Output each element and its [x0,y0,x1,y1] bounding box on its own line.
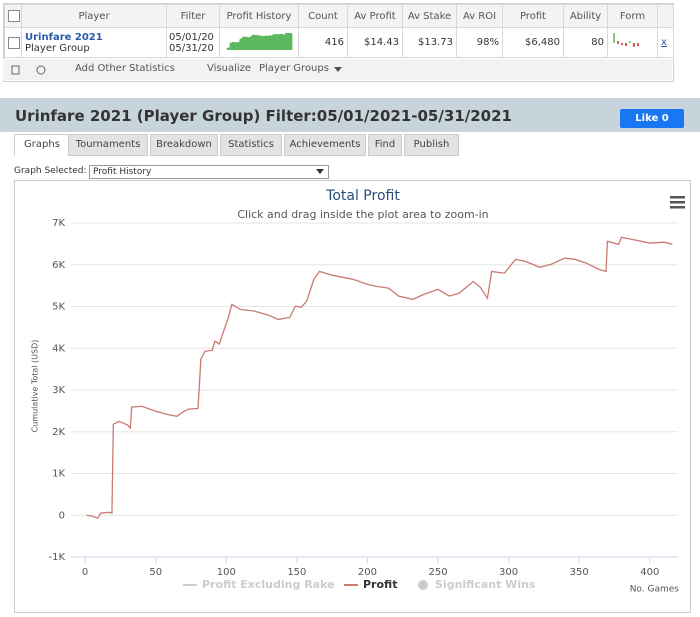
stats-table: Player Filter Profit History Count Av Pr… [4,4,674,58]
y-tick-label: 2K [52,427,65,438]
select-arrow [316,169,324,174]
form-sparkline [613,33,639,47]
y-axis-label: Cumulative Total (USD) [31,340,40,433]
row-select[interactable] [4,27,22,58]
header[interactable]: Av Profit [347,4,403,28]
chart-subtitle: Click and drag inside the plot area to z… [237,208,488,221]
visualize[interactable]: Visualize [207,63,252,74]
player-type: Player Group [25,42,90,54]
y-tick-label: 7K [52,218,65,229]
filter-to: 05/31/20 [169,42,214,54]
count: 416 [298,27,348,58]
header[interactable]: Ability [563,4,608,28]
x-tick-label: 350 [570,567,589,578]
tab[interactable]: Statistics [220,134,282,156]
x-tick-label: 400 [640,567,659,578]
profit-sparkline [226,32,293,50]
profit-line [86,236,673,519]
ability: 80 [563,27,608,58]
av-profit: $14.43 [347,27,403,58]
menu-icon[interactable] [670,196,685,209]
select-all[interactable] [4,4,22,28]
x-tick-label: 300 [499,567,518,578]
header[interactable]: Profit [502,4,564,28]
header[interactable]: Av ROI [456,4,503,28]
player-link[interactable]: Urinfare 2021 [25,31,103,43]
y-tick-label: 4K [52,343,65,354]
remove-row[interactable]: x [657,27,674,58]
like-button[interactable]: Like 0 [620,109,684,128]
header[interactable]: Av Stake [402,4,457,28]
y-tick-label: 3K [52,385,65,396]
dropdown-arrow [334,67,342,72]
x-tick-label: 0 [82,567,88,578]
header[interactable]: Form [607,4,658,28]
page-header: Urinfare 2021 (Player Group) Filter:05/0… [0,98,700,132]
graph-selected-label: Graph Selected: [14,166,87,176]
header[interactable]: Filter [166,4,220,28]
legend-symbol [418,580,428,590]
sparkline-area [226,32,293,50]
header[interactable]: Count [298,4,348,28]
x-tick-label: 50 [149,567,162,578]
x-tick-label: 200 [358,567,377,578]
tab[interactable]: Achievements [284,134,366,156]
x-tick-label: 150 [287,567,306,578]
tab[interactable]: Find [368,134,402,156]
tab[interactable]: Tournaments [68,134,148,156]
filter-from: 05/01/20 [169,31,214,43]
x-axis-label: No. Games [630,585,680,595]
legend-item[interactable]: Profit [363,578,397,591]
y-tick-label: 0 [59,510,65,521]
page-title: Urinfare 2021 (Player Group) Filter:05/0… [15,107,512,125]
toolbar-icons [11,65,46,75]
stats-table-panel: Player Filter Profit History Count Av Pr… [3,3,674,82]
toolbar: Add Other Statistics Visualize Player Gr… [3,59,672,80]
chart-box: Total Profit Click and drag inside the p… [14,180,691,613]
tab[interactable]: Publish [404,134,459,156]
y-tick-label: -1K [48,552,65,563]
player-groups[interactable]: Player Groups [259,63,329,74]
legend-item[interactable]: Significant Wins [435,578,536,591]
graph-select[interactable]: Profit History [89,165,329,179]
legend-item[interactable]: Profit Excluding Rake [202,578,335,591]
header[interactable]: Player [21,4,167,28]
header[interactable]: Profit History [219,4,299,28]
tab[interactable]: Breakdown [150,134,218,156]
chart: Total Profit Click and drag inside the p… [31,188,685,595]
profit: $6,480 [502,27,564,58]
y-tick-label: 5K [52,302,65,313]
add-statistics[interactable]: Add Other Statistics [75,63,175,74]
x-tick-label: 100 [217,567,236,578]
tab[interactable]: Graphs [14,134,70,156]
chart-title: Total Profit [325,188,400,204]
y-tick-label: 6K [52,260,65,271]
graph-select-value: Profit History [93,167,152,177]
x-tick-label: 250 [428,567,447,578]
av-stake: $13.73 [402,27,457,58]
av-roi: 98% [456,27,503,58]
y-tick-label: 1K [52,469,65,480]
